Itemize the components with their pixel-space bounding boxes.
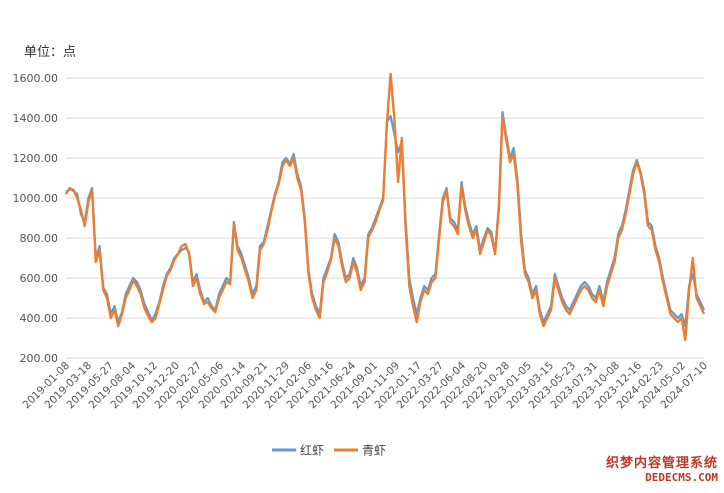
y-tick-label: 600.00 (20, 272, 59, 285)
chart-legend: 红虾 青虾 (272, 443, 386, 458)
y-tick-label: 800.00 (20, 232, 59, 245)
y-tick-label: 1000.00 (13, 192, 59, 205)
chart-series (64, 72, 706, 342)
chart-gridlines (66, 77, 704, 359)
legend-label: 青虾 (362, 444, 386, 458)
y-tick-label: 1600.00 (13, 72, 59, 85)
x-axis-ticks: 2019-01-082019-03-182019-05-272019-08-04… (20, 359, 710, 411)
watermark-line2: DEDECMS.COM (645, 471, 718, 485)
watermark-line1: 织梦内容管理系统 (605, 456, 718, 472)
y-tick-label: 400.00 (20, 312, 59, 325)
legend-label: 红虾 (300, 443, 324, 458)
unit-label: 单位：点 (24, 45, 77, 60)
watermark: 织梦内容管理系统 DEDECMS.COM (605, 456, 718, 485)
y-tick-label: 1200.00 (13, 152, 59, 165)
y-tick-label: 1400.00 (13, 112, 59, 125)
y-axis-ticks: 200.00 400.00 600.00 800.00 1000.00 1200.00 14… (13, 72, 59, 365)
y-tick-label: 200.00 (20, 352, 59, 365)
series-line-green-shrimp (64, 72, 706, 342)
